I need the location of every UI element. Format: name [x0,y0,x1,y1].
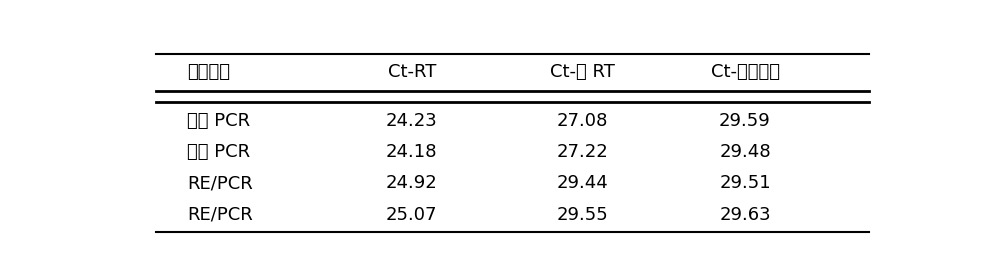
Text: 29.44: 29.44 [556,174,608,192]
Text: Ct-RT: Ct-RT [388,63,436,81]
Text: 29.51: 29.51 [719,174,771,192]
Text: 29.48: 29.48 [719,143,771,161]
Text: 24.92: 24.92 [386,174,438,192]
Text: 24.23: 24.23 [386,112,438,129]
Text: RE/PCR: RE/PCR [187,206,253,224]
Text: 反应体系: 反应体系 [187,63,230,81]
Text: 29.59: 29.59 [719,112,771,129]
Text: 常规 PCR: 常规 PCR [187,112,250,129]
Text: Ct-空白对照: Ct-空白对照 [710,63,780,81]
Text: 29.63: 29.63 [719,206,771,224]
Text: RE/PCR: RE/PCR [187,174,253,192]
Text: 常规 PCR: 常规 PCR [187,143,250,161]
Text: 27.22: 27.22 [556,143,608,161]
Text: 27.08: 27.08 [557,112,608,129]
Text: Ct-无 RT: Ct-无 RT [550,63,615,81]
Text: 29.55: 29.55 [556,206,608,224]
Text: 25.07: 25.07 [386,206,438,224]
Text: 24.18: 24.18 [386,143,438,161]
